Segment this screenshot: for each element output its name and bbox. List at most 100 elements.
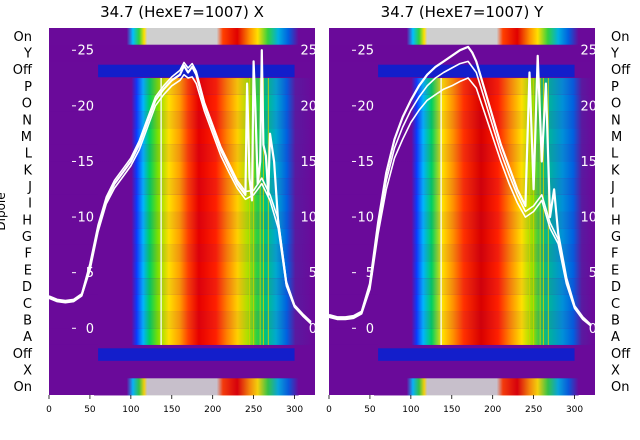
row-label: H xyxy=(22,213,32,228)
row-label: K xyxy=(611,163,620,178)
overlay-y-tick-label-right: 15 xyxy=(580,155,597,170)
row-label: L xyxy=(25,147,33,162)
row-label: G xyxy=(611,230,621,245)
heatmap-row xyxy=(49,361,315,379)
overlay-y-tick-label-right: 5 xyxy=(589,266,597,281)
row-label: B xyxy=(23,313,32,328)
heatmap-row xyxy=(378,311,593,329)
chart-title: 34.7 (HexE7=1007) X xyxy=(100,3,264,21)
overlay-series-line xyxy=(48,61,312,323)
row-label: B xyxy=(611,313,620,328)
row-label: A xyxy=(23,330,32,345)
heatmap-row xyxy=(98,128,313,146)
overlay-y-tick-label-right: 0 xyxy=(589,322,597,337)
row-label: C xyxy=(23,297,32,312)
row-label: Y xyxy=(23,47,32,62)
overlay-y-tick-label-right: 15 xyxy=(300,155,317,170)
row-label: C xyxy=(611,297,620,312)
overlay-y-tick-label-right: 20 xyxy=(580,99,597,114)
heatmap-row xyxy=(378,144,593,162)
heatmap-row xyxy=(378,294,593,313)
overlay-y-tick-label: 10 xyxy=(77,211,94,226)
overlay-y-tick-label: 15 xyxy=(357,155,374,170)
row-label: E xyxy=(24,263,32,278)
row-label: N xyxy=(611,113,621,128)
x-tick-label: 0 xyxy=(46,405,52,415)
row-label: D xyxy=(611,280,621,295)
x-tick-label: 250 xyxy=(525,405,542,415)
heatmap-row-band xyxy=(98,348,295,361)
row-label: J xyxy=(27,180,32,195)
row-label: On xyxy=(14,30,32,45)
row-label: On xyxy=(611,380,629,395)
row-label: Off xyxy=(611,63,631,78)
row-label: D xyxy=(22,280,32,295)
overlay-y-tick-label-right: 10 xyxy=(300,211,317,226)
row-label: O xyxy=(611,97,621,112)
overlay-y-tick-label-right: 25 xyxy=(300,44,317,59)
overlay-y-tick-label-right: 10 xyxy=(580,211,597,226)
heatmap-row xyxy=(98,194,313,212)
overlay-y-tick-label: 15 xyxy=(77,155,94,170)
overlay-y-tick-label: 5 xyxy=(86,266,94,281)
heatmap-row xyxy=(98,178,313,196)
row-label: O xyxy=(22,97,32,112)
heatmap-row xyxy=(98,211,313,229)
row-label: F xyxy=(25,247,32,262)
x-tick-label: 300 xyxy=(286,405,303,415)
row-label: L xyxy=(611,147,619,162)
overlay-y-tick-label: 25 xyxy=(357,44,374,59)
heatmap-row xyxy=(378,244,593,263)
heatmap-row xyxy=(329,361,595,379)
heatmap-row-band xyxy=(378,348,575,361)
chart-title: 34.7 (HexE7=1007) Y xyxy=(381,3,545,21)
x-tick-label: 0 xyxy=(326,405,332,415)
heatmap-row xyxy=(329,44,595,62)
row-label: N xyxy=(22,113,32,128)
row-label: M xyxy=(21,130,32,145)
row-label: A xyxy=(611,330,620,345)
overlay-y-tick-label-right: 5 xyxy=(309,266,317,281)
heatmap-row xyxy=(374,378,579,396)
heatmap-row xyxy=(98,278,313,296)
overlay-series-line xyxy=(328,77,592,327)
heatmap-row xyxy=(378,178,593,196)
overlay-y-tick-label-right: 20 xyxy=(300,99,317,114)
overlay-y-tick-label: 0 xyxy=(86,322,94,337)
row-label: Y xyxy=(610,47,619,62)
heatmap-row xyxy=(94,28,299,46)
heatmap-row-band xyxy=(378,64,575,78)
x-tick-label: 50 xyxy=(364,405,376,415)
row-label: X xyxy=(611,363,620,378)
row-label: X xyxy=(23,363,32,378)
heatmap-row xyxy=(49,44,315,62)
heatmap-row xyxy=(378,194,593,212)
heatmap-row xyxy=(94,378,299,396)
x-tick-label: 150 xyxy=(443,405,460,415)
overlay-y-tick-label: 5 xyxy=(366,266,374,281)
heatmap-row xyxy=(98,244,313,263)
heatmap-row xyxy=(378,328,593,346)
x-tick-label: 200 xyxy=(484,405,501,415)
overlay-y-tick-label-right: 25 xyxy=(580,44,597,59)
heatmap-row xyxy=(378,128,593,146)
row-label: Off xyxy=(13,347,33,362)
overlay-series-line xyxy=(48,73,312,325)
heatmap-row xyxy=(378,278,593,296)
row-label: Off xyxy=(611,347,631,362)
row-label: H xyxy=(611,213,621,228)
x-tick-label: 100 xyxy=(122,405,139,415)
x-tick-label: 100 xyxy=(402,405,419,415)
overlay-y-tick-label: 20 xyxy=(357,99,374,114)
row-label: P xyxy=(24,80,32,95)
overlay-y-tick-label-right: 0 xyxy=(309,322,317,337)
overlay-series-line xyxy=(328,45,592,326)
overlay-y-tick-label: 20 xyxy=(77,99,94,114)
row-label: F xyxy=(611,247,618,262)
heatmap-row xyxy=(98,328,313,346)
heatmap-row xyxy=(378,211,593,229)
heatmap-row xyxy=(378,161,593,179)
